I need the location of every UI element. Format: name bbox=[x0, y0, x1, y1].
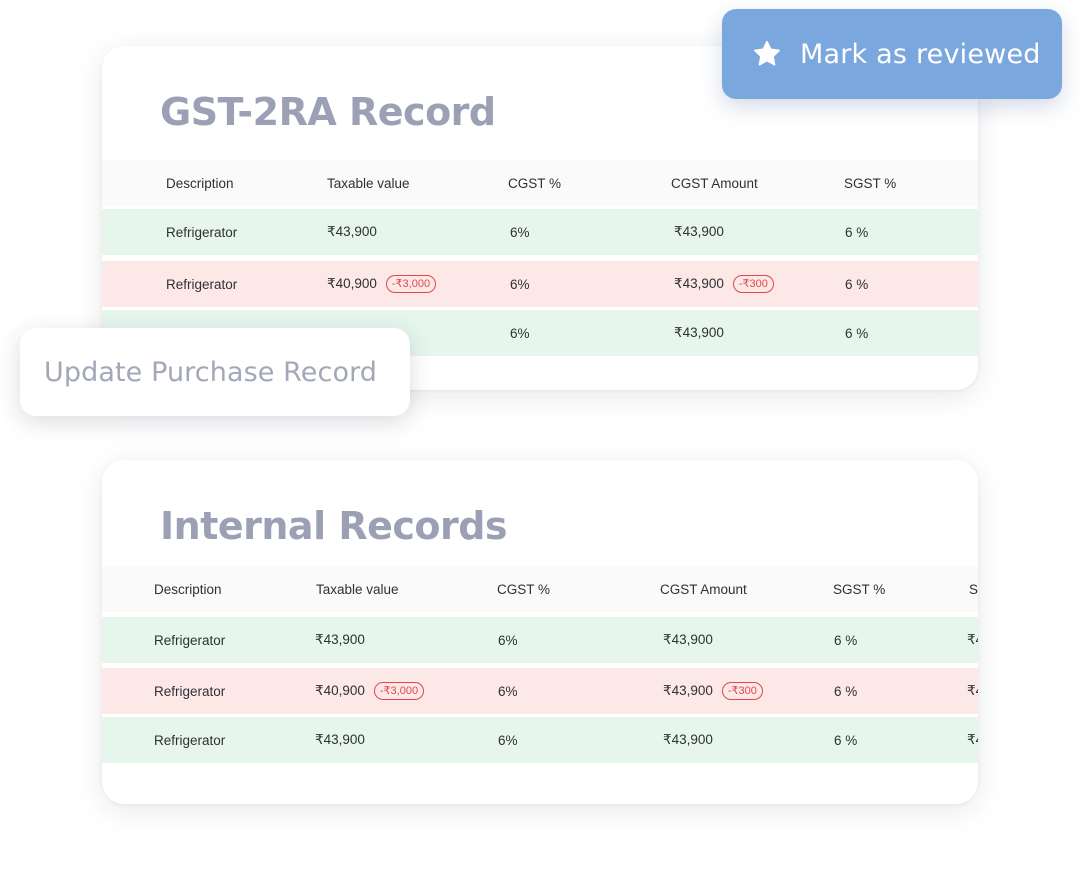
cgst-amount-cell: ₹43,900 -₹300 bbox=[674, 261, 774, 307]
cgst-pct-cell: 6% bbox=[498, 683, 518, 699]
col-sgst-pct: SGST % bbox=[833, 581, 886, 597]
cgst-amount-cell: ₹43,900 bbox=[674, 310, 724, 356]
cgst-amount: ₹43,900 bbox=[674, 276, 724, 291]
table-row[interactable]: Refrigerator ₹43,900 6% ₹43,900 6 % bbox=[102, 209, 978, 255]
col-cgst-pct: CGST % bbox=[508, 175, 562, 191]
sgst-pct-cell: 6 % bbox=[845, 276, 869, 292]
truncated-cell: ₹4 bbox=[967, 732, 978, 747]
taxable-value-cell: ₹43,900 bbox=[315, 617, 365, 663]
table-row[interactable]: Refrigerator ₹40,900 -₹3,000 6% ₹43,900 … bbox=[102, 261, 978, 307]
table-row[interactable]: Refrigerator ₹43,900 6% ₹43,900 6 % ₹4 bbox=[102, 717, 978, 763]
taxable-value: ₹43,900 bbox=[315, 732, 365, 747]
cgst-amount-cell: ₹43,900 -₹300 bbox=[663, 668, 763, 714]
col-sgst-pct: SGST % bbox=[844, 175, 897, 191]
internal-records-card: Internal Records Description Taxable val… bbox=[102, 460, 978, 804]
star-icon bbox=[754, 40, 780, 66]
cgst-diff-badge: -₹300 bbox=[732, 275, 774, 293]
taxable-diff-badge: -₹3,000 bbox=[385, 275, 437, 293]
internal-table-header: Description Taxable value CGST % CGST Am… bbox=[102, 566, 978, 612]
mark-as-reviewed-label: Mark as reviewed bbox=[800, 38, 1041, 70]
gst-table-header: Description Taxable value CGST % CGST Am… bbox=[102, 160, 978, 206]
taxable-value: ₹40,900 bbox=[315, 683, 365, 698]
sgst-pct-cell: 6 % bbox=[834, 632, 858, 648]
internal-records-title: Internal Records bbox=[160, 504, 508, 548]
cgst-pct-cell: 6% bbox=[498, 732, 518, 748]
col-cgst-pct: CGST % bbox=[497, 581, 551, 597]
col-taxable-value: Taxable value bbox=[327, 175, 410, 191]
cgst-amount: ₹43,900 bbox=[674, 224, 724, 239]
update-purchase-record-label: Update Purchase Record bbox=[44, 356, 378, 388]
cgst-amount: ₹43,900 bbox=[674, 325, 724, 340]
table-row[interactable]: Refrigerator ₹40,900 -₹3,000 6% ₹43,900 … bbox=[102, 668, 978, 714]
mark-as-reviewed-button[interactable]: Mark as reviewed bbox=[722, 9, 1062, 99]
sgst-pct-cell: 6 % bbox=[834, 732, 858, 748]
description-cell: Refrigerator bbox=[154, 632, 226, 648]
col-description: Description bbox=[166, 175, 234, 191]
cgst-amount-cell: ₹43,900 bbox=[674, 209, 724, 255]
col-cgst-amount: CGST Amount bbox=[660, 581, 747, 597]
taxable-value-cell: ₹40,900 -₹3,000 bbox=[327, 261, 437, 307]
description-cell: Refrigerator bbox=[166, 276, 238, 292]
truncated-cell: ₹4 bbox=[967, 683, 978, 698]
col-description: Description bbox=[154, 581, 222, 597]
taxable-value: ₹43,900 bbox=[315, 632, 365, 647]
description-cell: Refrigerator bbox=[154, 732, 226, 748]
cgst-pct-cell: 6% bbox=[498, 632, 518, 648]
cgst-amount: ₹43,900 bbox=[663, 632, 713, 647]
sgst-pct-cell: 6 % bbox=[834, 683, 858, 699]
gst-record-title: GST-2RA Record bbox=[160, 90, 496, 134]
col-truncated: S bbox=[969, 581, 978, 597]
cgst-pct-cell: 6% bbox=[510, 276, 530, 292]
cgst-amount-cell: ₹43,900 bbox=[663, 617, 713, 663]
table-row[interactable]: Refrigerator ₹43,900 6% ₹43,900 6 % ₹4 bbox=[102, 617, 978, 663]
sgst-pct-cell: 6 % bbox=[845, 224, 869, 240]
taxable-value-cell: ₹43,900 bbox=[315, 717, 365, 763]
taxable-value: ₹43,900 bbox=[327, 224, 377, 239]
update-purchase-record-button[interactable]: Update Purchase Record bbox=[20, 328, 410, 416]
cgst-amount: ₹43,900 bbox=[663, 732, 713, 747]
cgst-pct-cell: 6% bbox=[510, 325, 530, 341]
sgst-pct-cell: 6 % bbox=[845, 325, 869, 341]
description-cell: Refrigerator bbox=[166, 224, 238, 240]
cgst-diff-badge: -₹300 bbox=[721, 682, 763, 700]
cgst-amount-cell: ₹43,900 bbox=[663, 717, 713, 763]
cgst-amount: ₹43,900 bbox=[663, 683, 713, 698]
truncated-cell: ₹4 bbox=[967, 632, 978, 647]
cgst-pct-cell: 6% bbox=[510, 224, 530, 240]
taxable-value-cell: ₹40,900 -₹3,000 bbox=[315, 668, 425, 714]
description-cell: Refrigerator bbox=[154, 683, 226, 699]
taxable-diff-badge: -₹3,000 bbox=[373, 682, 425, 700]
col-taxable-value: Taxable value bbox=[316, 581, 399, 597]
taxable-value: ₹40,900 bbox=[327, 276, 377, 291]
taxable-value-cell: ₹43,900 bbox=[327, 209, 377, 255]
col-cgst-amount: CGST Amount bbox=[671, 175, 758, 191]
